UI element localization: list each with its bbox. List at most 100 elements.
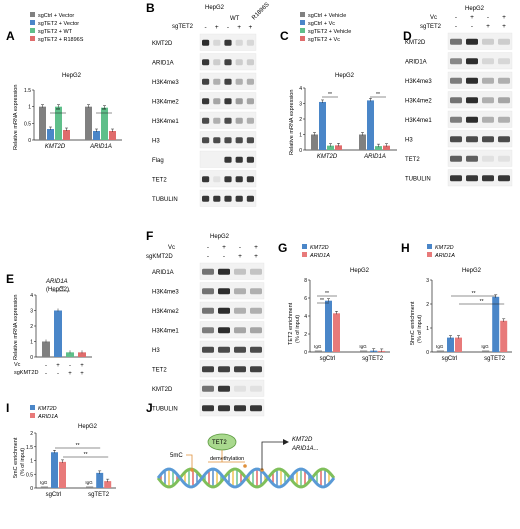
blot-band <box>218 385 230 392</box>
blot-band <box>234 366 246 373</box>
blot-band <box>250 366 262 373</box>
x-tick-label: sgTET2 <box>362 356 384 362</box>
blot-strip <box>447 130 513 148</box>
condition-mark: + <box>80 363 84 369</box>
y-tick-label: 2 <box>304 332 307 338</box>
y-tick-label: 3 <box>299 102 302 108</box>
lane-mark: - <box>487 14 489 21</box>
blot-band <box>246 39 254 46</box>
legend-swatch <box>30 28 35 33</box>
igg-label: IgG <box>40 480 48 485</box>
dna-helix <box>156 464 336 489</box>
blot-row-label: H3K4me2 <box>152 309 179 315</box>
panel-b-col-wt: WT <box>230 16 240 22</box>
panel-j: J TET2 demethylation 5mC KMT2D ARID1A... <box>146 401 336 489</box>
blot-row-label: H3K4me1 <box>152 328 179 334</box>
bar <box>383 145 390 150</box>
legend-swatch <box>30 12 35 17</box>
y-tick-label: 4 <box>30 293 33 299</box>
blot-band <box>246 78 254 85</box>
blot-band <box>498 136 510 143</box>
blot-strip <box>447 169 513 187</box>
x-tick-label: ARID1A <box>89 144 112 150</box>
blot-band <box>235 156 243 163</box>
sig-label: ** <box>56 108 60 114</box>
bar <box>66 352 74 357</box>
blot-band <box>213 176 221 183</box>
blot-band <box>234 327 246 334</box>
blot-row-label: KMT2D <box>152 41 173 47</box>
blot-band <box>235 59 243 66</box>
blot-band <box>482 38 494 45</box>
lane-mark: + <box>215 24 219 31</box>
bar <box>367 100 374 150</box>
panel-e-label: E <box>6 272 14 286</box>
lane-mark: - <box>239 244 241 251</box>
lane-mark: - <box>455 14 457 21</box>
blot-band <box>202 39 210 46</box>
legend-entry: sgCtrl + Vehicle <box>308 13 346 19</box>
blot-band <box>213 117 221 124</box>
igg-bar <box>360 350 368 352</box>
sig-label: ** <box>76 443 80 449</box>
sig-label: ** <box>325 291 329 297</box>
blot-band <box>482 77 494 84</box>
blot-row-label: TUBULIN <box>152 197 178 203</box>
panel-c-chart: 0 1 2 3 4 KMT2D ARID1A ** ** <box>299 86 397 160</box>
blot-band <box>202 288 214 295</box>
bar <box>109 131 116 140</box>
panel-e-chart: 0 1 2 3 4 - - + - - + + + ** <box>30 286 92 377</box>
sig-label: ** <box>328 92 332 98</box>
igg-bar <box>40 486 48 488</box>
legend-entry: sgCtrl + Vector <box>38 13 74 19</box>
panel-c-legend: sgCtrl + Vehicle sgCtrl + Vc sgTET2 + Ve… <box>300 12 351 43</box>
blot-band <box>224 156 232 163</box>
blot-band <box>218 268 230 275</box>
bar <box>492 296 500 352</box>
panel-a-ylabel: Relative mRNA expression <box>13 85 19 150</box>
igg-label: IgG <box>85 480 93 485</box>
panel-b-row-label: sgTET2 <box>172 24 194 30</box>
bar <box>93 131 100 140</box>
sig-label: ** <box>320 298 324 304</box>
blot-band <box>218 327 230 334</box>
igg-label: IgG <box>436 344 444 349</box>
lane-mark: + <box>254 244 258 251</box>
blot-band <box>202 405 214 412</box>
panel-i-chart: 0 0.5 1 1.5 2 IgG sgCtrl IgG sgTET2 ** ** <box>26 431 116 498</box>
blot-band <box>466 175 478 182</box>
blot-band <box>498 155 510 162</box>
bar <box>375 146 382 150</box>
blot-band <box>482 136 494 143</box>
bar <box>455 337 462 352</box>
y-tick-label: 0.5 <box>26 472 33 478</box>
legend-swatch <box>427 244 432 249</box>
blot-band <box>202 137 210 144</box>
blot-band <box>246 137 254 144</box>
legend-swatch <box>302 244 307 249</box>
panel-e-row-sgkmt2d: sgKMT2D <box>14 370 38 376</box>
blot-band <box>234 307 246 314</box>
blot-row-label: H3 <box>152 348 160 354</box>
sig-label: ** <box>480 299 484 305</box>
condition-mark: - <box>57 371 59 377</box>
blot-row-label: H3K4me1 <box>405 118 432 124</box>
legend-swatch <box>30 405 35 410</box>
legend-swatch <box>302 252 307 257</box>
blot-band <box>235 39 243 46</box>
x-tick-label: KMT2D <box>45 144 66 150</box>
bar <box>101 107 108 140</box>
blot-band <box>250 307 262 314</box>
panel-h-chart: 0 1 2 3 IgG sgCtrl IgG sgTET2 ** ** <box>426 278 512 362</box>
y-tick-label: 2 <box>426 302 429 308</box>
blot-band <box>202 268 214 275</box>
condition-mark: - <box>45 371 47 377</box>
y-tick-label: 1 <box>30 459 33 465</box>
blot-band <box>218 405 230 412</box>
blot-band <box>246 59 254 66</box>
legend-swatch <box>30 413 35 418</box>
blot-band <box>234 385 246 392</box>
blot-band <box>235 117 243 124</box>
blot-band <box>202 366 214 373</box>
bar <box>96 472 104 488</box>
